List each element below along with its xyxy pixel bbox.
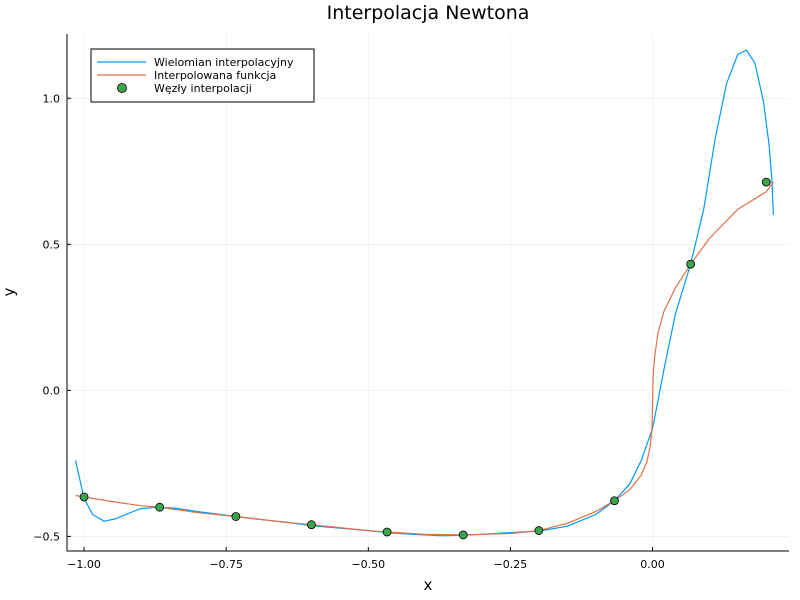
y-tick-label: 1.0	[43, 92, 61, 105]
interpolation-node-point	[761, 177, 771, 187]
y-tick-label: 0.0	[43, 384, 61, 397]
interpolation-node-point	[534, 526, 544, 535]
plot-area	[74, 49, 774, 540]
x-tick-label: −0.50	[351, 558, 385, 571]
x-tick-label: −0.25	[494, 558, 528, 571]
ticks: −1.00 −0.75 −0.50 −0.25 0.00 −0.5 0.0 0.5 1.0	[33, 92, 665, 571]
y-tick-label: 0.5	[43, 238, 61, 251]
interpolation-node-point	[686, 259, 696, 269]
chart-title: Interpolacja Newtona	[327, 2, 530, 24]
y-tick-label: −0.5	[33, 530, 60, 543]
interpolation-node-point	[458, 530, 468, 540]
legend-label-function: Interpolowana funkcja	[154, 69, 276, 82]
interpolation-node-point	[79, 492, 89, 502]
series-line-function	[75, 181, 774, 536]
legend-marker-nodes	[117, 83, 127, 93]
interpolation-node-point	[155, 502, 165, 512]
legend: Wielomian interpolacyjny Interpolowana f…	[90, 48, 315, 103]
legend-label-polynomial: Wielomian interpolacyjny	[154, 56, 294, 69]
legend-label-nodes: Węzły interpolacji	[154, 82, 252, 95]
x-tick-label: −0.75	[209, 558, 243, 571]
y-axis-label: y	[0, 287, 18, 296]
interpolation-node-point	[231, 512, 241, 521]
interpolation-node-point	[610, 496, 619, 506]
interpolation-node-point	[382, 527, 392, 537]
axes	[66, 34, 789, 552]
x-axis-label: x	[424, 576, 433, 594]
x-tick-label: −1.00	[67, 558, 101, 571]
x-tick-label: 0.00	[640, 558, 665, 571]
interpolation-node-point	[307, 520, 316, 530]
